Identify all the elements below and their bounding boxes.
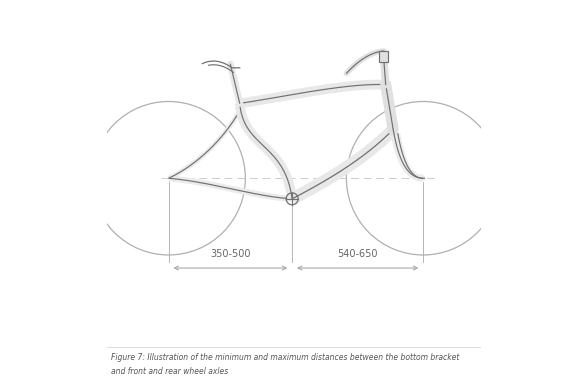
Text: 350-500: 350-500 <box>210 249 250 259</box>
Text: 540-650: 540-650 <box>338 249 378 259</box>
FancyBboxPatch shape <box>379 51 388 62</box>
Text: Figure 7: Illustration of the minimum and maximum distances between the bottom b: Figure 7: Illustration of the minimum an… <box>111 353 459 376</box>
